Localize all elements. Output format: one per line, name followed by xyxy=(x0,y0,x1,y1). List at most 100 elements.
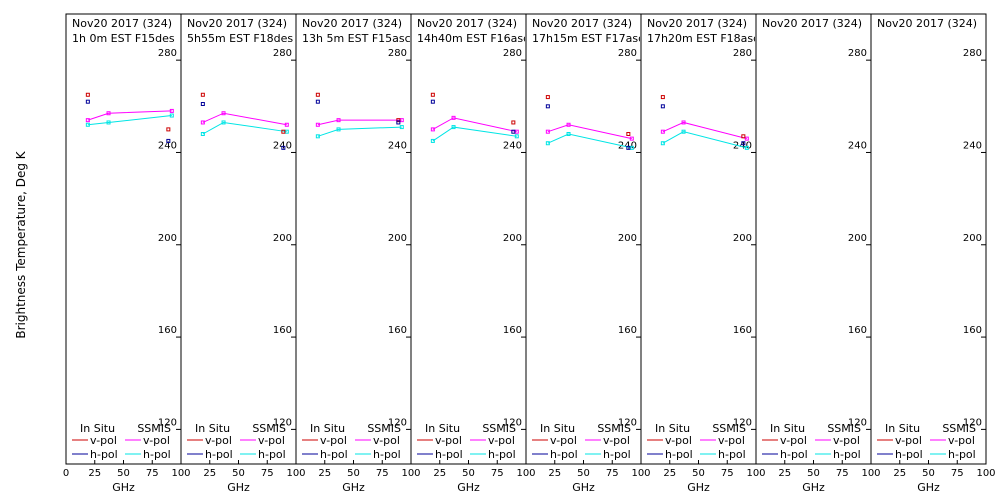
legend-label-insitu-vpol: v-pol xyxy=(665,434,692,447)
x-axis-label: GHz xyxy=(457,481,480,494)
x-tick-label: 25 xyxy=(893,468,906,479)
y-tick-label: 280 xyxy=(963,48,982,59)
ssmis-hpol-point xyxy=(545,141,550,146)
legend-ssmis-header: SSMIS xyxy=(252,422,286,435)
legend-label-insitu-vpol: v-pol xyxy=(435,434,462,447)
ssmis-vpol-point xyxy=(681,120,686,125)
legend-label-insitu-vpol: v-pol xyxy=(90,434,117,447)
ssmis-hpol-line xyxy=(87,115,172,126)
y-tick-label: 280 xyxy=(273,48,292,59)
x-tick-label: 100 xyxy=(631,468,650,479)
x-tick-label: 25 xyxy=(548,468,561,479)
x-tick-label: 50 xyxy=(232,468,245,479)
insitu-hpol-point xyxy=(200,102,205,106)
y-tick-label: 120 xyxy=(388,417,407,428)
x-axis-label: GHz xyxy=(917,481,940,494)
insitu-hpol-point xyxy=(85,99,90,104)
y-tick-label: 280 xyxy=(388,48,407,59)
legend-label-ssmis-vpol: v-pol xyxy=(603,434,630,447)
ssmis-vpol-point xyxy=(566,122,571,127)
legend-label-ssmis-hpol: h-pol xyxy=(603,448,631,461)
ssmis-vpol-line xyxy=(202,112,287,126)
x-tick-label: 100 xyxy=(746,468,765,479)
insitu-hpol-point xyxy=(315,99,320,104)
ssmis-vpol-point xyxy=(315,122,320,127)
ssmis-hpol-point xyxy=(514,134,519,139)
x-tick-label: 75 xyxy=(951,468,964,479)
legend-label-ssmis-hpol: h-pol xyxy=(143,448,171,461)
ssmis-hpol-point xyxy=(315,134,320,139)
y-axis-label: Brightness Temperature, Deg K xyxy=(14,150,28,338)
legend-label-insitu-hpol: h-pol xyxy=(435,448,463,461)
legend-label-ssmis-hpol: h-pol xyxy=(373,448,401,461)
panel-title-date: Nov20 2017 (324) xyxy=(877,17,977,30)
ssmis-hpol-line xyxy=(662,131,747,149)
ssmis-hpol-line xyxy=(432,126,517,142)
x-tick-label: 25 xyxy=(663,468,676,479)
insitu-vpol-point xyxy=(315,92,320,97)
ssmis-vpol-point xyxy=(336,118,341,123)
ssmis-vpol-line xyxy=(317,119,402,126)
x-tick-label: 75 xyxy=(146,468,159,479)
insitu-hpol-point xyxy=(741,141,746,146)
y-tick-label: 200 xyxy=(158,233,177,244)
y-tick-label: 240 xyxy=(848,140,867,151)
ssmis-hpol-line xyxy=(547,133,632,149)
legend-ssmis-header: SSMIS xyxy=(367,422,401,435)
y-tick-label: 280 xyxy=(158,48,177,59)
insitu-hpol-point xyxy=(545,104,550,109)
y-tick-label: 120 xyxy=(733,417,752,428)
legend-label-ssmis-vpol: v-pol xyxy=(488,434,515,447)
y-tick-label: 120 xyxy=(503,417,522,428)
legend-ssmis-header: SSMIS xyxy=(482,422,516,435)
x-axis-label: GHz xyxy=(572,481,595,494)
insitu-vpol-point xyxy=(511,120,516,125)
y-tick-label: 120 xyxy=(618,417,637,428)
ssmis-vpol-point xyxy=(284,122,289,127)
panel-title-time: 14h40m EST F16asc xyxy=(417,32,529,45)
y-tick-label: 280 xyxy=(848,48,867,59)
legend-label-ssmis-hpol: h-pol xyxy=(718,448,746,461)
ssmis-vpol-point xyxy=(85,118,90,123)
legend-label-insitu-vpol: v-pol xyxy=(550,434,577,447)
y-tick-label: 160 xyxy=(963,325,982,336)
panel-title-date: Nov20 2017 (324) xyxy=(302,17,402,30)
y-tick-label: 160 xyxy=(733,325,752,336)
y-tick-label: 120 xyxy=(963,417,982,428)
panel-title-time: 1h 0m EST F15des xyxy=(72,32,175,45)
ssmis-vpol-line xyxy=(432,117,517,133)
insitu-vpol-point xyxy=(430,92,435,97)
ssmis-hpol-point xyxy=(399,125,404,130)
legend-label-insitu-vpol: v-pol xyxy=(320,434,347,447)
legend-label-insitu-hpol: h-pol xyxy=(780,448,808,461)
y-tick-label: 200 xyxy=(618,233,637,244)
legend-ssmis-header: SSMIS xyxy=(942,422,976,435)
x-tick-label: 75 xyxy=(376,468,389,479)
panel-title-date: Nov20 2017 (324) xyxy=(417,17,517,30)
x-tick-label: 100 xyxy=(401,468,420,479)
y-tick-label: 200 xyxy=(848,233,867,244)
x-tick-label: 50 xyxy=(347,468,360,479)
y-tick-label: 200 xyxy=(733,233,752,244)
legend-label-ssmis-vpol: v-pol xyxy=(833,434,860,447)
y-tick-label: 200 xyxy=(963,233,982,244)
legend-ssmis-header: SSMIS xyxy=(137,422,171,435)
y-tick-label: 240 xyxy=(388,140,407,151)
panel-8: Nov20 2017 (324) 120 160 200 240 280 25 50 75 100… xyxy=(870,13,996,494)
panel-title-time: 13h 5m EST F15asc xyxy=(302,32,411,45)
x-tick-label: 25 xyxy=(203,468,216,479)
panel-title-date: Nov20 2017 (324) xyxy=(532,17,632,30)
legend-insitu-header: In Situ xyxy=(310,422,345,435)
ssmis-vpol-point xyxy=(629,136,634,141)
y-tick-label: 240 xyxy=(158,140,177,151)
insitu-hpol-point xyxy=(166,138,171,143)
legend-label-insitu-hpol: h-pol xyxy=(550,448,578,461)
legend-label-insitu-hpol: h-pol xyxy=(320,448,348,461)
panel-title-date: Nov20 2017 (324) xyxy=(72,17,172,30)
insitu-vpol-point xyxy=(626,132,631,136)
insitu-vpol-point xyxy=(281,129,286,134)
panel-6: Nov20 2017 (324) 17h20m EST F18asc 120 160 2… xyxy=(640,13,766,494)
